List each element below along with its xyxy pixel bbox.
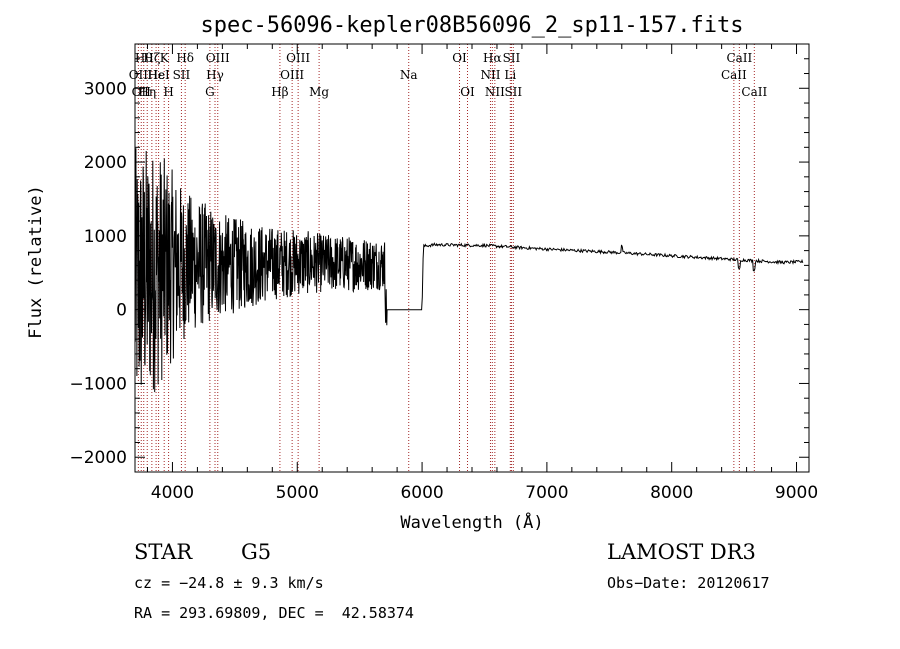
line-marker-label: OIII (206, 51, 230, 65)
line-marker-label: OIII (280, 68, 304, 82)
y-tick-label: 2000 (84, 153, 127, 173)
x-tick-label: 7000 (525, 483, 568, 503)
line-marker-label: HeI (147, 68, 170, 82)
line-marker-label: NII (480, 68, 500, 82)
line-marker-label: OI (452, 51, 467, 65)
spectral-subclass: G5 (241, 540, 272, 564)
line-marker-label: Hβ (271, 85, 288, 99)
line-marker-label: OII (129, 68, 149, 82)
line-marker-label: Hδ (176, 51, 194, 65)
line-marker-label: Li (504, 68, 516, 82)
x-tick-label: 5000 (276, 483, 319, 503)
x-axis-ticks: 4000 5000 6000 7000 8000 9000 (146, 44, 818, 503)
y-tick-label: 0 (116, 301, 127, 321)
line-marker-label: Hγ (206, 68, 224, 82)
line-marker-label: OI (460, 85, 475, 99)
line-marker-label: SII (173, 68, 191, 82)
line-marker-label: SII (504, 85, 522, 99)
spectrum-line (134, 148, 804, 393)
line-marker-label: SII (503, 51, 521, 65)
line-marker-label: OIII (286, 51, 310, 65)
line-marker-label: NII (485, 85, 505, 99)
line-marker-label: CaII (741, 85, 767, 99)
x-axis-label: Wavelength (Å) (400, 511, 543, 533)
line-marker-label: K (160, 51, 170, 65)
y-tick-label: −1000 (69, 374, 127, 394)
y-tick-label: −2000 (69, 448, 127, 468)
line-marker-label: G (205, 85, 215, 99)
y-tick-label: 1000 (84, 227, 127, 247)
x-tick-label: 6000 (400, 483, 443, 503)
line-marker-label: CaII (721, 68, 747, 82)
line-marker-labels: OIIOIIHθHηHζHεHeIKHSIIHδGHγOIIIHβOIIIOII… (129, 51, 768, 99)
chart-title: spec-56096-kepler08B56096_2_sp11-157.fit… (200, 13, 743, 38)
line-marker-label: H (163, 85, 173, 99)
obs-date: Obs−Date: 20120617 (607, 574, 770, 592)
line-marker-label: Hε (148, 68, 165, 82)
x-tick-label: 4000 (151, 483, 194, 503)
object-type: STAR (134, 540, 193, 564)
x-tick-label: 9000 (775, 483, 818, 503)
line-marker-label: Hθ (135, 51, 153, 65)
line-marker-label: Hζ (143, 51, 160, 65)
survey-name: LAMOST DR3 (607, 540, 756, 564)
y-axis-label: Flux (relative) (26, 185, 46, 339)
line-marker-label: Hα (483, 51, 502, 65)
y-axis-ticks: −2000 −1000 0 1000 2000 3000 (69, 58, 809, 468)
x-tick-label: 8000 (650, 483, 693, 503)
line-marker-label: Hη (138, 85, 156, 99)
line-marker-label: Na (400, 68, 418, 82)
line-marker-label: CaII (726, 51, 752, 65)
y-tick-label: 3000 (84, 79, 127, 99)
line-marker-label: Mg (309, 85, 329, 99)
coordinates: RA = 293.69809, DEC = 42.58374 (134, 604, 414, 622)
redshift-cz: cz = −24.8 ± 9.3 km/s (134, 574, 324, 592)
